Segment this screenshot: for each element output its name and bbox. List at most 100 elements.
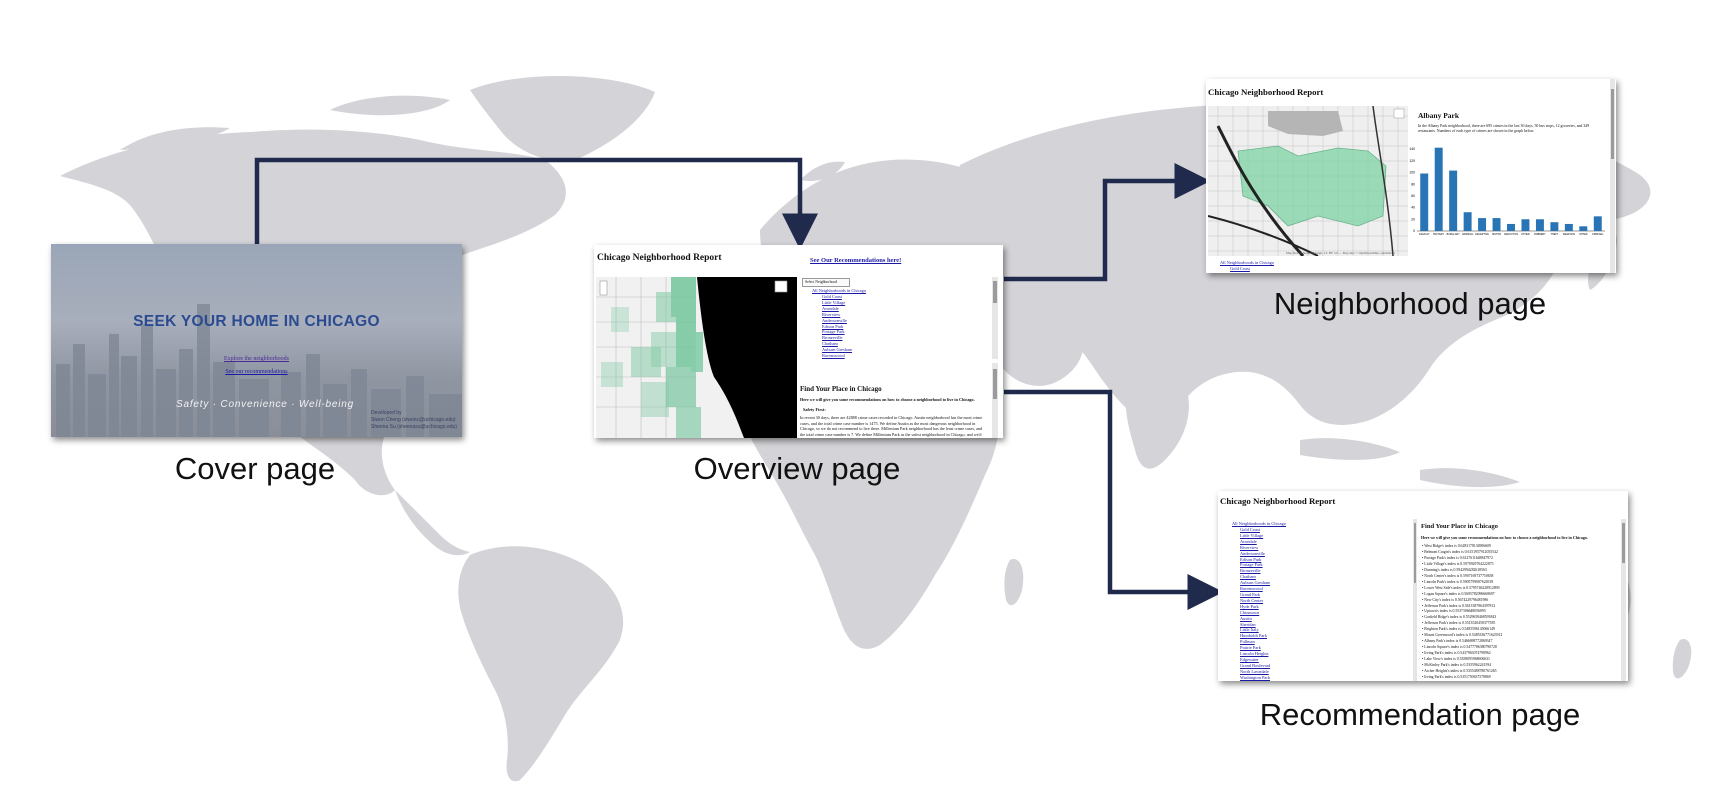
neighborhood-link[interactable]: Portage Park	[1240, 562, 1263, 568]
recommendation-page-thumbnail[interactable]: Chicago Neighborhood Report All Neighbor…	[1218, 491, 1628, 681]
neighborhood-link[interactable]: Auburn Gresham	[822, 347, 853, 353]
score-item: • Portage Park's index is 0.612761164884…	[1422, 555, 1493, 560]
neighborhood-link[interactable]: Humboldt Park	[1240, 633, 1267, 639]
neighborhood-all-link[interactable]: All Neighborhoods in Chicago	[1220, 260, 1275, 265]
overview-page-scrollbar[interactable]	[992, 363, 998, 438]
arrow-cover-to-overview	[254, 157, 818, 250]
neighborhood-scrollbar[interactable]	[1610, 79, 1615, 273]
x-tick-label: BURGLARY	[1447, 233, 1461, 236]
neighborhood-link[interactable]: Riverview	[822, 311, 841, 317]
neighborhood-link[interactable]: Chatham	[822, 341, 838, 347]
neighborhood-first-link[interactable]: Gold Coast	[1230, 266, 1250, 271]
neighborhood-select[interactable]: Select Neighborhood	[802, 278, 850, 287]
neighborhood-link[interactable]: Auburn Gresham	[1240, 580, 1271, 586]
x-tick-label: MOTOR	[1492, 233, 1501, 236]
neighborhood-link[interactable]: Washington Park	[1240, 674, 1271, 680]
neighborhood-link[interactable]: Hyde Park	[1240, 603, 1259, 609]
score-item: • Uptown's index is 0.5537306648056895	[1422, 609, 1486, 614]
y-tick-label: 60	[1411, 194, 1415, 198]
crime-bar	[1420, 173, 1429, 231]
score-item: • Lincoln Square's index is 0.5477786380…	[1422, 645, 1497, 650]
neighborhood-caption: Neighborhood page	[1273, 286, 1547, 321]
developer-1: Siwon Cheng (siwonc@uchicago.edu)	[371, 417, 456, 423]
overview-caption: Overview page	[693, 451, 901, 486]
y-tick-label: 20	[1411, 217, 1415, 221]
neighborhood-link[interactable]: Edgewater	[1240, 656, 1259, 662]
neighborhood-link[interactable]: Grand Boulevard	[1240, 662, 1271, 668]
neighborhood-link[interactable]: Little Village	[1240, 532, 1264, 538]
score-item: • Irving Park's index is 0.5437963074798…	[1422, 651, 1491, 656]
neighborhood-map-svg	[1208, 106, 1408, 256]
neighborhood-link[interactable]: Portage Park	[822, 329, 845, 335]
neighborhood-link[interactable]: Chatham	[1240, 574, 1256, 580]
overview-safety-label: Safety First:	[803, 407, 826, 412]
score-item: • Albany Park's index is 0.5466698772869…	[1422, 639, 1493, 644]
neighborhood-link[interactable]: Bronzeville	[1240, 568, 1261, 574]
score-item: • Archer Heights's index is 0.5355488780…	[1422, 669, 1497, 674]
overview-recommendations-link[interactable]: See Our Recommendations here!	[810, 257, 902, 264]
overview-report-title: Chicago Neighborhood Report	[597, 253, 722, 263]
neighborhood-link[interactable]: Andersonville	[1240, 550, 1265, 556]
crime-bar	[1521, 219, 1530, 231]
neighborhood-link[interactable]: Andersonville	[822, 317, 847, 323]
neighborhood-link[interactable]: Grand Park	[1240, 591, 1261, 597]
neighborhood-link[interactable]: Ravenswood	[822, 353, 845, 359]
neighborhood-link[interactable]: Riverview	[1240, 544, 1259, 550]
neighborhood-link[interactable]: Avondale	[822, 305, 839, 311]
neighborhood-link[interactable]: Gold Coast	[1240, 527, 1260, 532]
cover-title: SEEK YOUR HOME IN CHICAGO	[133, 313, 380, 330]
explore-neighborhoods-link[interactable]: Explore the neighborhoods	[224, 356, 289, 362]
overview-section-title: Find Your Place in Chicago	[800, 385, 882, 393]
crime-bar	[1507, 223, 1515, 231]
recommendation-report-title: Chicago Neighborhood Report	[1220, 496, 1336, 506]
neighborhood-link[interactable]: Avondale	[1240, 538, 1257, 544]
score-item: • Brighton Park's index is 0.54855961450…	[1422, 627, 1495, 632]
y-tick-label: 100	[1409, 171, 1415, 175]
neighborhood-link[interactable]: North Center	[1240, 597, 1264, 603]
overview-all-neighborhoods-link[interactable]: All Neighborhoods in Chicago	[812, 288, 867, 293]
crime-bar	[1593, 216, 1602, 231]
x-tick-label: BATTERY	[1433, 233, 1444, 236]
overview-choropleth-map[interactable]	[596, 277, 797, 438]
neighborhood-link[interactable]: Pullman	[1240, 639, 1255, 645]
developed-by-label: Developed by	[371, 410, 402, 416]
neighborhood-link[interactable]: North Lawndale	[1240, 668, 1269, 674]
score-item: • Belmont Cragin's index is 0.6151957912…	[1422, 549, 1498, 554]
overview-list-scrollbar[interactable]	[992, 277, 998, 359]
crime-bar	[1492, 218, 1501, 231]
y-tick-label: 120	[1409, 159, 1415, 163]
neighborhood-map[interactable]	[1208, 106, 1408, 256]
cover-page-thumbnail[interactable]: SEEK YOUR HOME IN CHICAGO Explore the ne…	[51, 244, 462, 437]
neighborhood-link[interactable]: Edison Park	[1240, 556, 1262, 562]
recommendation-all-link[interactable]: All Neighborhoods in Chicago	[1232, 521, 1287, 526]
recommendation-neighborhood-list: Gold Coast Little Village Avondale Rivervie…	[1240, 527, 1270, 681]
overview-section-intro: Here we will give you some recommendatio…	[800, 397, 975, 402]
crime-bar	[1478, 218, 1487, 231]
neighborhood-page-thumbnail[interactable]: Chicago Neighborhood Report Map tiles by…	[1206, 79, 1616, 273]
neighborhood-link[interactable]: Chinatown	[1240, 609, 1260, 615]
score-item: • McKinley Park's index is 0.53559622415…	[1422, 663, 1492, 668]
neighborhood-link[interactable]: Bronzeville	[822, 335, 843, 341]
score-item: • Logan Square's index is 0.569578209666…	[1422, 591, 1495, 596]
x-tick-label: OTHER	[1579, 233, 1588, 236]
recommendation-section-title: Find Your Place in Chicago	[1421, 523, 1498, 530]
recommendation-right-scrollbar[interactable]	[1621, 519, 1626, 681]
neighborhood-link[interactable]: Gold Coast	[822, 294, 842, 299]
neighborhood-link[interactable]: Austin	[1240, 615, 1252, 621]
neighborhood-link[interactable]: Little Italy	[1240, 627, 1259, 633]
neighborhood-link[interactable]: Ravenswood	[1240, 586, 1263, 592]
x-tick-label: OTHER	[1521, 233, 1530, 236]
neighborhood-link[interactable]: Lincoln Heights	[1240, 651, 1269, 657]
x-tick-label: NARCOTICS	[1504, 233, 1518, 236]
neighborhood-link[interactable]: Little Village	[822, 299, 846, 305]
neighborhood-link[interactable]: Sheridan	[1240, 621, 1256, 627]
overview-page-thumbnail[interactable]: Chicago Neighborhood Report See Our Reco…	[594, 245, 1003, 438]
recommendation-left-scrollbar[interactable]	[1413, 519, 1417, 681]
neighborhood-link[interactable]: Edison Park	[822, 323, 844, 329]
see-recommendations-link[interactable]: See our recommendations	[225, 369, 288, 375]
neighborhood-link[interactable]: Prairie Park	[1240, 645, 1261, 651]
y-tick-label: 0	[1413, 229, 1415, 233]
score-item: • Lower West Side's index is 0.579574622…	[1422, 585, 1500, 590]
cover-tagline: Safety · Convenience · Well-being	[176, 399, 354, 410]
